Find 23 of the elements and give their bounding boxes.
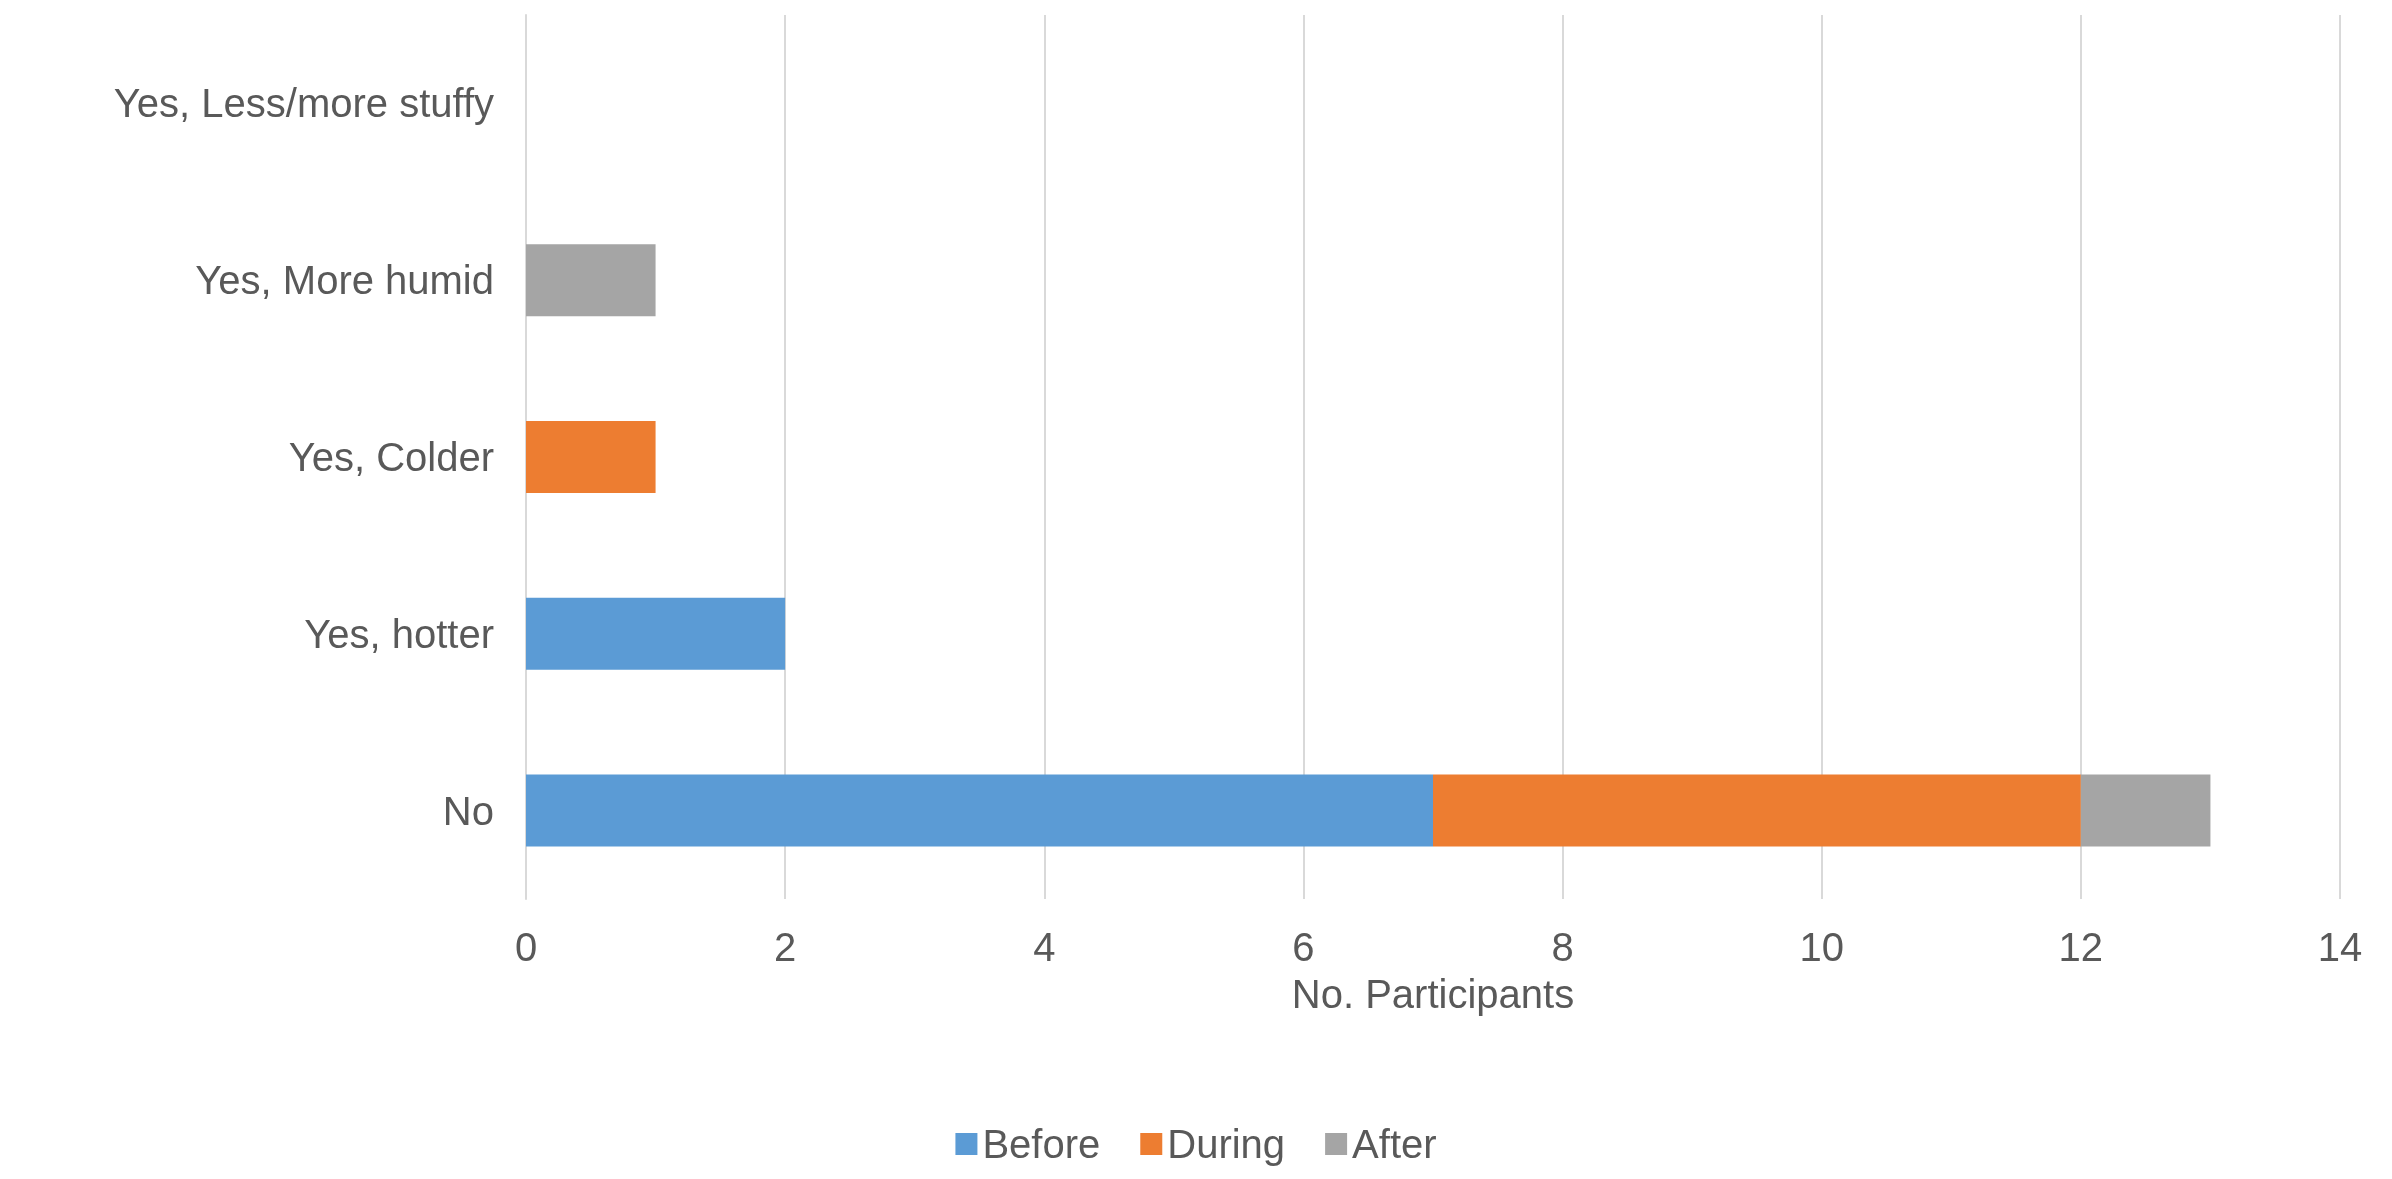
bar	[526, 421, 656, 493]
y-tick-label: Yes, hotter	[304, 611, 494, 656]
x-tick-label: 6	[1292, 925, 1315, 969]
x-tick-label: 10	[1799, 925, 1844, 969]
bar	[2080, 774, 2211, 847]
bar	[526, 774, 1433, 847]
x-tick-label: 2	[774, 925, 797, 969]
x-tick-label: 14	[2317, 925, 2363, 969]
y-tick-label: Yes, Less/more stuffy	[113, 81, 494, 126]
x-tick-label: 0	[514, 925, 538, 969]
x-axis-title: No. Participants	[1291, 972, 1575, 1016]
legend-label: During	[1167, 1122, 1286, 1166]
x-tick-label: 4	[1033, 925, 1056, 969]
x-tick-label: 12	[2058, 925, 2104, 969]
legend-label: Before	[982, 1122, 1101, 1166]
y-tick-label: No	[442, 788, 494, 833]
bar	[1433, 774, 2081, 847]
bar	[526, 597, 786, 670]
x-tick-label: 8	[1551, 925, 1574, 969]
y-tick-label: Yes, More humid	[195, 258, 494, 303]
legend-label: After	[1352, 1122, 1437, 1166]
y-tick-label: Yes, Colder	[288, 435, 494, 479]
bar	[526, 244, 656, 317]
